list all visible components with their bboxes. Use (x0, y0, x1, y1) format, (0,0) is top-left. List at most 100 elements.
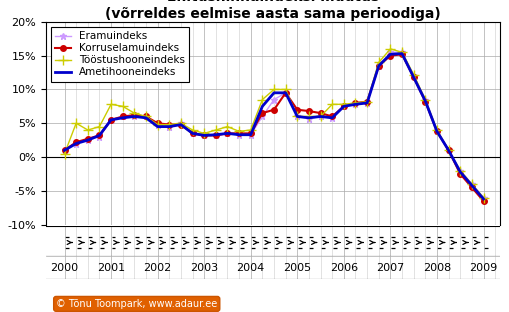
Korruselamuindeks (166, 123, 172, 126)
Text: 2005: 2005 (282, 262, 310, 273)
Korruselamuindeks (84, 137, 91, 141)
Korruselamuindeks (433, 129, 439, 133)
Eramuindeks (108, 118, 114, 122)
Ametihooneindeks (73, 142, 79, 145)
Korruselamuindeks (398, 52, 404, 56)
Ametihooneindeks (317, 115, 323, 118)
Ametihooneindeks (154, 125, 160, 129)
Ametihooneindeks (131, 115, 137, 118)
Ametihooneindeks (120, 116, 126, 120)
Eramuindeks (445, 149, 451, 152)
Korruselamuindeks (363, 100, 370, 104)
Ametihooneindeks (479, 197, 486, 201)
Korruselamuindeks (108, 118, 114, 122)
Korruselamuindeks (189, 132, 195, 135)
Eramuindeks (468, 182, 474, 186)
Line: Ametihooneindeks: Ametihooneindeks (65, 54, 483, 199)
Korruselamuindeks (421, 100, 428, 104)
Eramuindeks (189, 132, 195, 135)
Text: © Tõnu Toompark, www.adaur.ee: © Tõnu Toompark, www.adaur.ee (56, 299, 217, 309)
Tööstushooneindeks (143, 115, 149, 118)
Korruselamuindeks (410, 76, 416, 79)
Eramuindeks (282, 91, 288, 95)
Text: 2002: 2002 (143, 262, 172, 273)
Text: 2001: 2001 (97, 262, 125, 273)
Korruselamuindeks (352, 101, 358, 105)
Eramuindeks (340, 105, 346, 108)
Korruselamuindeks (456, 172, 462, 176)
Ametihooneindeks (294, 115, 300, 118)
Eramuindeks (247, 133, 253, 137)
Tööstushooneindeks (445, 149, 451, 152)
Ametihooneindeks (352, 102, 358, 106)
Tööstushooneindeks (201, 132, 207, 135)
Ametihooneindeks (247, 133, 253, 137)
Tööstushooneindeks (468, 182, 474, 186)
Korruselamuindeks (131, 113, 137, 117)
Korruselamuindeks (270, 108, 276, 112)
Ametihooneindeks (410, 76, 416, 79)
Ametihooneindeks (84, 138, 91, 142)
Ametihooneindeks (282, 91, 288, 95)
Tööstushooneindeks (398, 50, 404, 54)
Legend: Eramuindeks, Korruselamuindeks, Tööstushooneindeks, Ametihooneindeks: Eramuindeks, Korruselamuindeks, Tööstush… (51, 27, 189, 82)
Ametihooneindeks (189, 132, 195, 135)
Korruselamuindeks (178, 123, 184, 126)
Tööstushooneindeks (363, 100, 370, 104)
Tööstushooneindeks (62, 152, 68, 156)
Korruselamuindeks (375, 64, 381, 68)
Korruselamuindeks (201, 134, 207, 137)
Text: 2009: 2009 (468, 262, 497, 273)
Tööstushooneindeks (479, 196, 486, 199)
Text: 2000: 2000 (50, 262, 78, 273)
Ametihooneindeks (386, 52, 392, 56)
Eramuindeks (410, 74, 416, 78)
Korruselamuindeks (120, 115, 126, 118)
Eramuindeks (96, 135, 102, 139)
Korruselamuindeks (386, 54, 392, 57)
Ametihooneindeks (236, 133, 242, 137)
Eramuindeks (328, 116, 334, 120)
Korruselamuindeks (305, 109, 312, 113)
Ametihooneindeks (456, 170, 462, 174)
Tööstushooneindeks (154, 123, 160, 126)
Korruselamuindeks (259, 111, 265, 115)
Korruselamuindeks (96, 134, 102, 137)
Ametihooneindeks (212, 133, 218, 137)
Eramuindeks (456, 169, 462, 173)
Tööstushooneindeks (328, 102, 334, 106)
Korruselamuindeks (445, 149, 451, 152)
Tööstushooneindeks (340, 102, 346, 106)
Text: 2007: 2007 (376, 262, 404, 273)
Ametihooneindeks (398, 52, 404, 56)
Ametihooneindeks (224, 132, 230, 135)
Tööstushooneindeks (96, 125, 102, 129)
Ametihooneindeks (143, 116, 149, 120)
Tööstushooneindeks (236, 129, 242, 133)
Ametihooneindeks (270, 91, 276, 95)
Korruselamuindeks (62, 149, 68, 152)
Eramuindeks (259, 115, 265, 118)
Tööstushooneindeks (166, 123, 172, 126)
Eramuindeks (84, 138, 91, 142)
Tööstushooneindeks (352, 101, 358, 105)
Eramuindeks (479, 196, 486, 199)
Korruselamuindeks (143, 115, 149, 118)
Eramuindeks (294, 115, 300, 118)
Korruselamuindeks (479, 199, 486, 203)
Eramuindeks (363, 101, 370, 105)
Eramuindeks (178, 121, 184, 125)
Ametihooneindeks (433, 129, 439, 133)
Korruselamuindeks (212, 134, 218, 137)
Tööstushooneindeks (305, 115, 312, 118)
Line: Korruselamuindeks: Korruselamuindeks (62, 51, 485, 204)
Ametihooneindeks (96, 134, 102, 137)
Eramuindeks (386, 50, 392, 54)
Line: Eramuindeks: Eramuindeks (61, 49, 486, 201)
Ametihooneindeks (363, 101, 370, 105)
Text: 2003: 2003 (190, 262, 218, 273)
Ametihooneindeks (421, 99, 428, 103)
Ametihooneindeks (375, 64, 381, 68)
Korruselamuindeks (224, 132, 230, 135)
Eramuindeks (73, 142, 79, 145)
